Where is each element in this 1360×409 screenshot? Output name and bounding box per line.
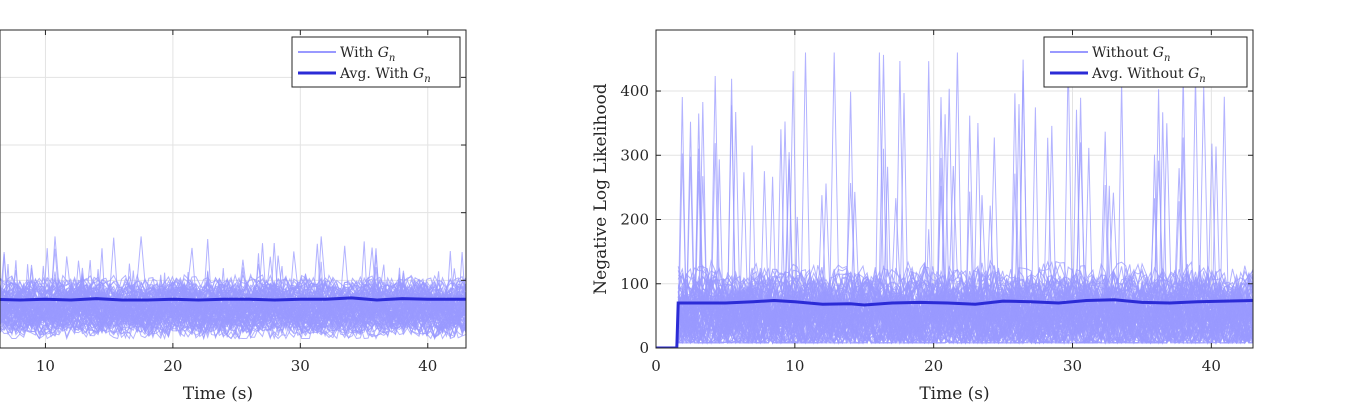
legend: With Gn Avg. With Gn — [291, 36, 461, 88]
left-chart-panel: 10 20 30 40 Time (s) With Gn Avg. With Gn — [0, 29, 467, 404]
series-average — [0, 296, 466, 302]
trajectory-line — [677, 111, 1253, 345]
trajectory-line — [0, 291, 466, 340]
average-line — [656, 298, 1253, 348]
trajectory-line — [0, 242, 466, 341]
x-tick-label: 10 — [36, 357, 55, 375]
trajectory-line — [0, 263, 466, 317]
trajectory-line — [0, 259, 466, 320]
x-tick-label: 30 — [291, 357, 310, 375]
x-tick-label: 10 — [785, 357, 804, 375]
legend-entry: With Gn — [340, 45, 395, 64]
series-trajectories — [0, 236, 466, 341]
x-tick-label: 40 — [1202, 357, 1221, 375]
y-tick-label: 300 — [620, 146, 649, 164]
y-tick-label: 100 — [620, 275, 649, 293]
trajectory-line — [0, 293, 466, 336]
trajectory-line — [0, 291, 466, 334]
trajectory-line — [0, 291, 466, 334]
trajectory-line — [0, 292, 466, 336]
y-axis-label: Negative Log Likelihood — [591, 83, 611, 294]
x-tick-label: 20 — [163, 357, 182, 375]
series-average — [656, 298, 1253, 348]
x-axis-label: Time (s) — [919, 384, 989, 404]
x-tick-label: 30 — [1063, 357, 1082, 375]
legend: Without Gn Avg. Without Gn — [1043, 36, 1248, 88]
trajectory-line — [677, 205, 1253, 345]
y-tick-label: 200 — [620, 211, 649, 229]
trajectory-line — [677, 293, 1253, 345]
y-tick-label: 400 — [620, 82, 649, 100]
legend-entry: Without Gn — [1092, 45, 1170, 64]
legend-box — [291, 36, 461, 88]
trajectory-line — [677, 109, 1253, 344]
x-tick-label: 40 — [418, 357, 437, 375]
trajectory-line — [0, 263, 466, 329]
x-tick-label: 20 — [924, 357, 943, 375]
y-tick-label: 0 — [639, 339, 649, 357]
trajectory-line — [678, 297, 1253, 345]
legend-entry: Avg. Without Gn — [1091, 66, 1206, 85]
axes: 10 20 30 40 Time (s) — [36, 30, 466, 404]
legend-box — [1043, 36, 1248, 88]
axes-frame — [655, 29, 1254, 349]
trajectory-line — [0, 284, 466, 327]
average-line — [0, 296, 466, 302]
legend-entry: Avg. With Gn — [339, 66, 431, 85]
trajectory-line — [677, 91, 1253, 345]
axes-frame — [0, 29, 467, 349]
x-axis-label: Time (s) — [183, 384, 253, 404]
series-trajectories — [677, 52, 1253, 345]
x-tick-label: 0 — [651, 357, 661, 375]
